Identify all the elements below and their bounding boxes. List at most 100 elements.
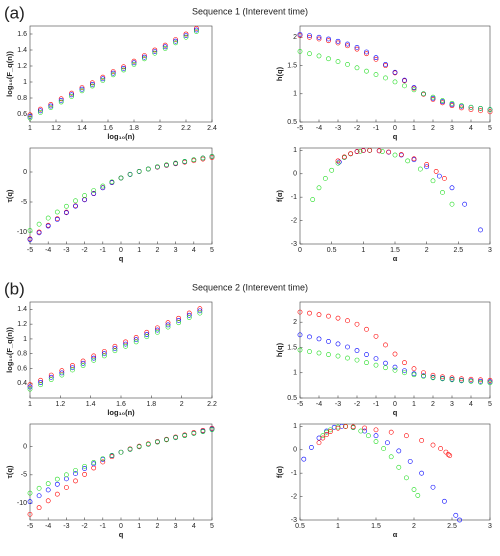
marker: [79, 88, 85, 94]
marker: [438, 446, 443, 451]
x-tick-label: -2: [81, 523, 87, 530]
marker: [354, 65, 360, 71]
panel-label: (a): [4, 3, 25, 22]
marker: [101, 351, 107, 357]
x-tick-label: 1: [137, 523, 141, 530]
x-tick-label: -4: [316, 401, 322, 408]
y-tick-label: -1: [291, 470, 297, 477]
x-axis-label: α: [393, 254, 398, 263]
marker: [154, 327, 160, 333]
marker: [424, 161, 430, 167]
x-tick-label: 2: [155, 247, 159, 254]
marker: [357, 148, 363, 154]
marker: [327, 429, 333, 434]
marker: [64, 485, 69, 490]
marker: [373, 427, 379, 433]
x-tick-label: 0: [119, 247, 123, 254]
marker: [324, 432, 329, 437]
marker: [430, 94, 436, 100]
marker: [307, 33, 312, 38]
y-tick-label: 1: [293, 370, 297, 377]
marker: [327, 427, 333, 433]
marker: [152, 50, 158, 56]
marker: [376, 148, 382, 154]
marker: [316, 34, 322, 40]
marker: [468, 107, 474, 112]
marker: [73, 468, 78, 473]
marker: [411, 156, 417, 162]
marker: [364, 360, 369, 366]
marker: [354, 46, 360, 52]
marker: [162, 44, 168, 50]
marker: [449, 377, 455, 383]
x-tick-label: -5: [297, 125, 303, 132]
marker: [27, 228, 33, 233]
marker: [183, 34, 189, 40]
x-tick-label: 2.5: [453, 247, 463, 254]
marker: [70, 365, 75, 371]
marker: [70, 367, 75, 373]
x-tick-label: 3: [450, 125, 454, 132]
marker: [449, 375, 455, 381]
marker: [164, 162, 169, 168]
marker: [64, 210, 69, 216]
marker: [191, 431, 197, 436]
marker: [79, 85, 85, 90]
marker: [173, 160, 178, 166]
marker: [478, 106, 483, 111]
marker: [112, 348, 118, 354]
marker: [123, 341, 128, 347]
marker: [80, 360, 86, 366]
x-tick-label: -1: [100, 523, 106, 530]
marker: [110, 70, 116, 76]
marker: [468, 104, 474, 110]
marker: [308, 445, 314, 450]
marker: [383, 342, 388, 348]
marker: [45, 223, 51, 229]
y-tick-label: 0: [293, 447, 297, 454]
marker: [90, 80, 95, 86]
marker: [421, 370, 426, 376]
x-tick-label: 1: [361, 247, 365, 254]
marker: [468, 378, 474, 384]
marker: [383, 62, 388, 67]
marker: [45, 487, 51, 493]
marker: [345, 355, 350, 361]
marker: [73, 203, 78, 209]
y-tick-label: 0: [23, 443, 27, 450]
marker: [445, 452, 451, 457]
marker: [27, 499, 33, 505]
y-tick-label: 1.2: [17, 321, 27, 328]
marker: [459, 378, 464, 384]
marker: [383, 360, 388, 366]
marker: [73, 471, 78, 476]
marker: [54, 209, 60, 215]
marker: [38, 110, 43, 115]
marker: [121, 66, 126, 71]
marker: [411, 487, 417, 492]
marker: [45, 498, 51, 504]
marker: [191, 157, 197, 163]
marker: [110, 69, 116, 74]
marker: [144, 334, 150, 340]
marker: [69, 92, 74, 98]
marker: [478, 227, 483, 233]
marker: [173, 435, 178, 441]
marker: [64, 472, 69, 478]
marker: [381, 446, 386, 451]
marker: [354, 357, 360, 363]
x-tick-label: 1.2: [51, 125, 61, 132]
x-tick-label: 1: [28, 401, 32, 408]
marker: [335, 353, 341, 359]
marker: [424, 164, 430, 170]
marker: [335, 341, 341, 347]
marker: [487, 380, 493, 386]
x-tick-label: -4: [45, 247, 51, 254]
y-axis-label: f(α): [275, 465, 284, 478]
x-tick-label: 1: [336, 523, 340, 530]
marker: [362, 425, 367, 431]
marker: [421, 373, 426, 379]
marker: [38, 106, 43, 112]
marker: [336, 159, 342, 165]
marker: [183, 33, 189, 38]
